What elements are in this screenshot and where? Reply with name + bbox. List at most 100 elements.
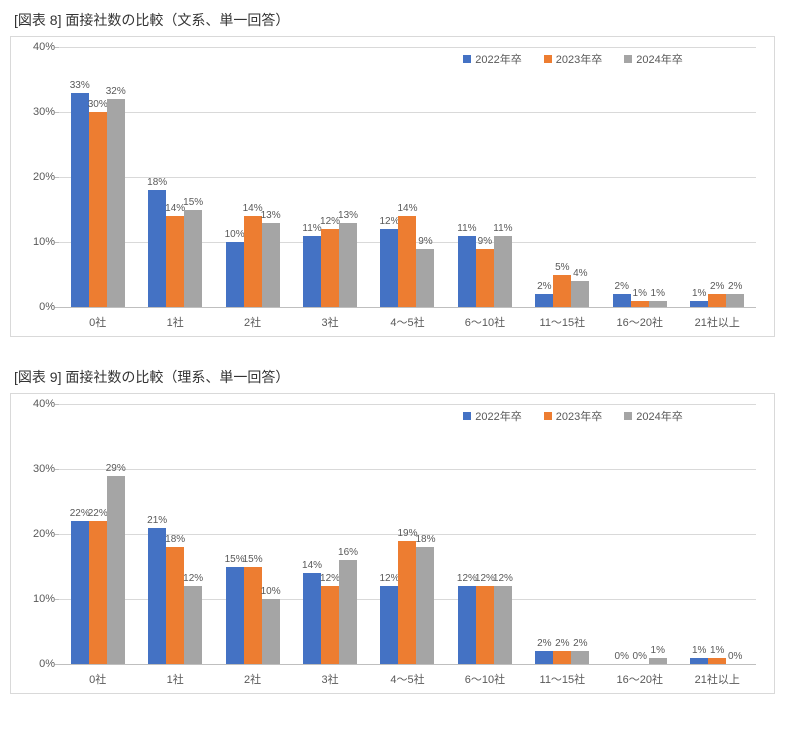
bar-value-label: 11% bbox=[493, 223, 512, 234]
y-tick-label: 10% bbox=[25, 236, 55, 248]
bar: 13% bbox=[339, 223, 357, 308]
bar: 12% bbox=[476, 586, 494, 664]
bar: 12% bbox=[321, 586, 339, 664]
bars-row: 33%30%32%18%14%15%10%14%13%11%12%13%12%1… bbox=[59, 47, 756, 307]
bar-group: 1%2%2% bbox=[679, 47, 756, 307]
x-tick-label: 2社 bbox=[214, 665, 291, 687]
bar: 14% bbox=[398, 216, 416, 307]
bar: 30% bbox=[89, 112, 107, 307]
bar-value-label: 4% bbox=[573, 268, 587, 279]
bar-value-label: 1% bbox=[633, 288, 647, 299]
bar: 10% bbox=[226, 242, 244, 307]
bar: 15% bbox=[244, 567, 262, 665]
bar: 14% bbox=[244, 216, 262, 307]
bar: 18% bbox=[148, 190, 166, 307]
y-tick-label: 30% bbox=[25, 463, 55, 475]
bar: 12% bbox=[184, 586, 202, 664]
bar-value-label: 2% bbox=[537, 281, 551, 292]
bar: 22% bbox=[89, 521, 107, 664]
y-tick-label: 0% bbox=[25, 301, 55, 313]
bar: 11% bbox=[303, 236, 321, 308]
bar-value-label: 12% bbox=[320, 573, 340, 584]
bar: 1% bbox=[649, 658, 667, 665]
x-tick-label: 0社 bbox=[59, 308, 136, 330]
bar: 12% bbox=[380, 229, 398, 307]
bar-value-label: 33% bbox=[70, 80, 90, 91]
bar-group: 2%1%1% bbox=[601, 47, 678, 307]
bar-value-label: 21% bbox=[147, 515, 167, 526]
bar-value-label: 32% bbox=[106, 86, 126, 97]
bar: 12% bbox=[321, 229, 339, 307]
bar-value-label: 12% bbox=[183, 573, 203, 584]
bar: 14% bbox=[303, 573, 321, 664]
bar-value-label: 18% bbox=[147, 177, 167, 188]
x-tick-label: 11～15社 bbox=[524, 665, 601, 687]
bar-value-label: 1% bbox=[692, 645, 706, 656]
bar: 19% bbox=[398, 541, 416, 665]
bar-group: 22%22%29% bbox=[59, 404, 136, 664]
bar: 11% bbox=[494, 236, 512, 308]
bar: 2% bbox=[726, 294, 744, 307]
bar-value-label: 16% bbox=[338, 547, 358, 558]
x-tick-label: 2社 bbox=[214, 308, 291, 330]
bar: 22% bbox=[71, 521, 89, 664]
bar-value-label: 29% bbox=[106, 463, 126, 474]
bar: 21% bbox=[148, 528, 166, 665]
y-tick-label: 20% bbox=[25, 528, 55, 540]
x-tick-label: 21社以上 bbox=[679, 665, 756, 687]
bar-value-label: 2% bbox=[537, 638, 551, 649]
x-tick-label: 21社以上 bbox=[679, 308, 756, 330]
bar-value-label: 10% bbox=[261, 586, 281, 597]
bar: 5% bbox=[553, 275, 571, 308]
chart-box: 0%10%20%30%40%2022年卒2023年卒2024年卒33%30%32… bbox=[10, 36, 775, 337]
bars-row: 22%22%29%21%18%12%15%15%10%14%12%16%12%1… bbox=[59, 404, 756, 664]
bar-value-label: 0% bbox=[728, 651, 742, 662]
bar: 2% bbox=[535, 294, 553, 307]
bar-value-label: 0% bbox=[615, 651, 629, 662]
bar: 12% bbox=[494, 586, 512, 664]
bar: 2% bbox=[708, 294, 726, 307]
x-axis-labels: 0社1社2社3社4～5社6～10社11～15社16～20社21社以上 bbox=[59, 665, 756, 687]
chart-title: [図表 8] 面接社数の比較（文系、単一回答） bbox=[14, 10, 775, 30]
y-tick-label: 10% bbox=[25, 593, 55, 605]
bar: 1% bbox=[631, 301, 649, 308]
bar-value-label: 1% bbox=[651, 645, 665, 656]
bar: 18% bbox=[416, 547, 434, 664]
chart-section: [図表 8] 面接社数の比較（文系、単一回答）0%10%20%30%40%202… bbox=[10, 10, 775, 337]
bar-value-label: 12% bbox=[379, 216, 399, 227]
bar-value-label: 15% bbox=[243, 554, 263, 565]
bar: 9% bbox=[416, 249, 434, 308]
bar-value-label: 12% bbox=[379, 573, 399, 584]
bar-group: 2%5%4% bbox=[524, 47, 601, 307]
chart-section: [図表 9] 面接社数の比較（理系、単一回答）0%10%20%30%40%202… bbox=[10, 367, 775, 694]
bar: 15% bbox=[226, 567, 244, 665]
bar-value-label: 30% bbox=[88, 99, 108, 110]
bar-value-label: 22% bbox=[88, 508, 108, 519]
page-root: [図表 8] 面接社数の比較（文系、単一回答）0%10%20%30%40%202… bbox=[10, 10, 775, 694]
bar: 2% bbox=[571, 651, 589, 664]
bar-group: 2%2%2% bbox=[524, 404, 601, 664]
bar: 33% bbox=[71, 93, 89, 308]
bar: 12% bbox=[380, 586, 398, 664]
y-tick-label: 0% bbox=[25, 658, 55, 670]
bar: 2% bbox=[553, 651, 571, 664]
bar: 1% bbox=[708, 658, 726, 665]
bar: 11% bbox=[458, 236, 476, 308]
bar-group: 10%14%13% bbox=[214, 47, 291, 307]
x-tick-label: 16～20社 bbox=[601, 308, 678, 330]
x-tick-label: 1社 bbox=[136, 665, 213, 687]
bar-group: 12%19%18% bbox=[369, 404, 446, 664]
chart-title: [図表 9] 面接社数の比較（理系、単一回答） bbox=[14, 367, 775, 387]
bar-value-label: 15% bbox=[183, 197, 203, 208]
bar-value-label: 12% bbox=[493, 573, 513, 584]
bar: 12% bbox=[458, 586, 476, 664]
x-tick-label: 3社 bbox=[291, 665, 368, 687]
x-tick-label: 3社 bbox=[291, 308, 368, 330]
bar: 13% bbox=[262, 223, 280, 308]
bar-group: 18%14%15% bbox=[136, 47, 213, 307]
y-tick-mark bbox=[55, 664, 59, 665]
bar-group: 11%12%13% bbox=[291, 47, 368, 307]
bar: 15% bbox=[184, 210, 202, 308]
x-tick-label: 0社 bbox=[59, 665, 136, 687]
x-tick-label: 4～5社 bbox=[369, 665, 446, 687]
